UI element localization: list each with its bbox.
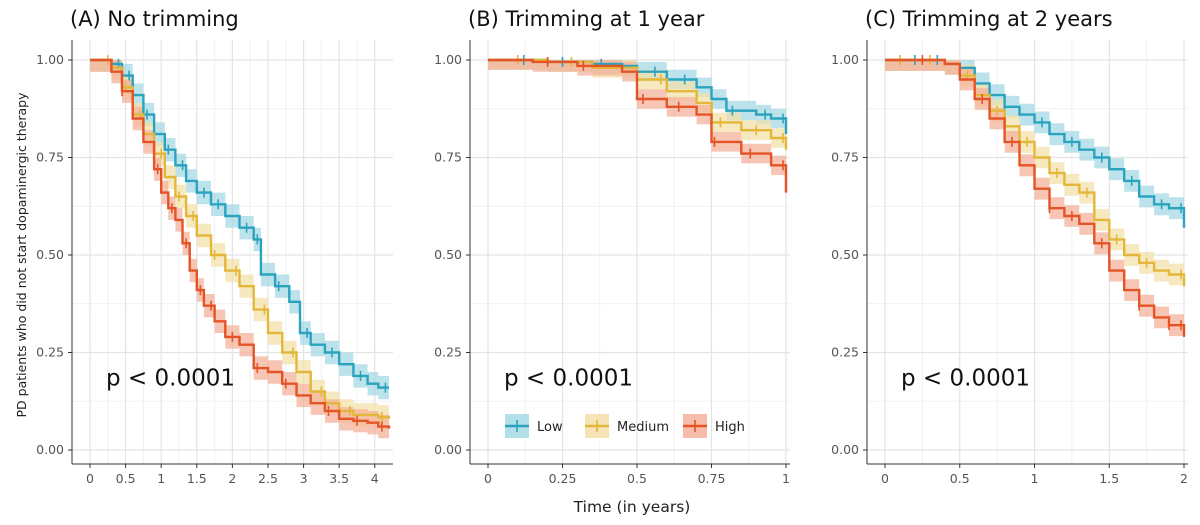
x-axis-title: Time (in years): [573, 498, 691, 516]
x-tick-label: 1: [157, 471, 165, 486]
y-tick-label: 0.25: [831, 345, 859, 360]
ci-band-low: [488, 60, 786, 144]
x-tick-label: 0.5: [116, 471, 136, 486]
y-tick-label: 0.50: [831, 247, 859, 262]
p-value-annotation: p < 0.0001: [901, 366, 1030, 392]
y-tick-label: 0.75: [434, 150, 462, 165]
y-tick-label: 0.75: [36, 150, 64, 165]
x-tick-label: 0.5: [950, 471, 970, 486]
x-tick-label: 1.5: [187, 471, 207, 486]
km-curve-medium: [488, 58, 788, 150]
x-tick-label: 0: [881, 471, 889, 486]
x-tick-label: 3: [300, 471, 308, 486]
x-tick-label: 0.5: [627, 471, 647, 486]
panel-title: (A) No trimming: [70, 7, 239, 31]
y-tick-label: 0.50: [36, 247, 64, 262]
y-tick-label: 1.00: [434, 52, 462, 67]
km-curve-high: [488, 58, 788, 193]
km-curve-high: [885, 58, 1186, 337]
x-tick-label: 1.5: [1099, 471, 1119, 486]
x-tick-label: 0: [86, 471, 94, 486]
km-curve-high: [90, 58, 391, 429]
y-tick-label: 0.50: [434, 247, 462, 262]
panel-2: 0.00 0.25 0.50 0.75 1.00 0 0.5 1 1.5 2 (C) Trimmin…: [831, 7, 1188, 486]
x-tick-label: 2: [228, 471, 236, 486]
x-tick-label: 4: [371, 471, 379, 486]
y-tick-label: 1.00: [831, 52, 859, 67]
ci-band-medium: [885, 60, 1184, 298]
km-curve-low: [90, 58, 389, 389]
x-tick-label: 0.25: [549, 471, 577, 486]
ci-band-high: [885, 60, 1184, 348]
x-tick-label: 1: [1031, 471, 1039, 486]
y-tick-label: 0.00: [434, 442, 462, 457]
legend: Low Medium High: [505, 414, 745, 438]
y-tick-label: 0.25: [434, 345, 462, 360]
x-tick-label: 3.5: [329, 471, 349, 486]
panel-1: 0.00 0.25 0.50 0.75 1.00 0 0.25 0.5 0.75 1 (B) Tri…: [434, 7, 790, 486]
p-value-annotation: p < 0.0001: [504, 366, 633, 392]
p-value-annotation: p < 0.0001: [106, 366, 235, 392]
x-tick-label: 0: [484, 471, 492, 486]
legend-label-high: High: [715, 420, 745, 435]
km-curve-low: [885, 58, 1186, 228]
legend-label-low: Low: [537, 420, 563, 435]
y-tick-label: 1.00: [36, 52, 64, 67]
y-tick-label: 0.00: [36, 442, 64, 457]
x-tick-label: 0.75: [698, 471, 726, 486]
y-tick-label: 0.00: [831, 442, 859, 457]
y-tick-label: 0.75: [831, 150, 859, 165]
legend-label-medium: Medium: [617, 420, 669, 435]
y-axis-title: PD patients who did not start dopaminerg…: [14, 92, 29, 418]
panel-0: 0.00 0.25 0.50 0.75 1.00 0 0.5 1 1.5 2 2.5 3 3.5 4 (A)…: [36, 7, 393, 486]
x-tick-label: 1: [782, 471, 790, 486]
y-tick-label: 0.25: [36, 345, 64, 360]
panel-title: (B) Trimming at 1 year: [468, 7, 705, 31]
panel-title: (C) Trimming at 2 years: [865, 7, 1113, 31]
x-tick-label: 2: [1180, 471, 1188, 486]
x-tick-label: 2.5: [258, 471, 278, 486]
